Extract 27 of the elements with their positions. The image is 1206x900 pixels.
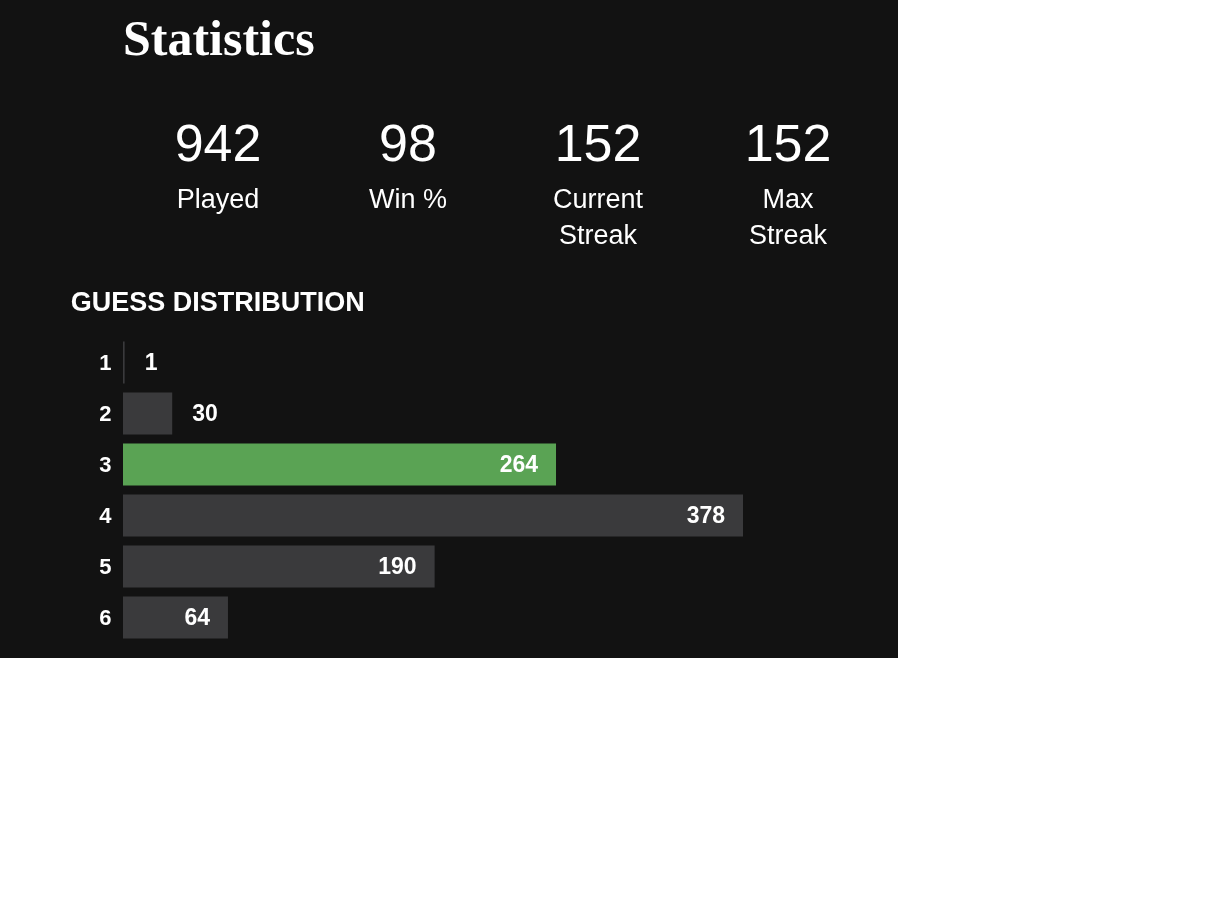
text: Current Streak bbox=[552, 184, 644, 250]
y-tick-label: 4 bbox=[99, 502, 113, 528]
y-tick-label: 1 bbox=[99, 349, 112, 375]
data-label: 264 bbox=[499, 450, 539, 477]
bar bbox=[123, 494, 743, 537]
y-tick-label: 6 bbox=[99, 604, 112, 630]
y-tick-label: 2 bbox=[99, 400, 112, 426]
text: Max Streak bbox=[748, 184, 828, 250]
text: Played bbox=[176, 184, 260, 214]
data-label: 30 bbox=[192, 399, 218, 426]
text: 152 bbox=[554, 114, 642, 172]
bar bbox=[123, 596, 228, 639]
data-label: 1 bbox=[144, 348, 158, 375]
data-label: 378 bbox=[686, 501, 726, 528]
text: Statistics bbox=[123, 10, 315, 66]
text: 942 bbox=[174, 114, 262, 172]
bar bbox=[123, 392, 173, 435]
bar bbox=[123, 443, 557, 486]
bar bbox=[123, 545, 435, 588]
data-label: 190 bbox=[378, 552, 417, 579]
text: Win % bbox=[368, 184, 448, 214]
y-tick-label: 5 bbox=[99, 553, 112, 579]
data-label: 64 bbox=[184, 603, 211, 630]
y-tick-label: 3 bbox=[99, 451, 112, 477]
text: 98 bbox=[379, 114, 437, 172]
text: 152 bbox=[744, 114, 832, 172]
chart-title: GUESS DISTRIBUTION bbox=[70, 287, 365, 317]
